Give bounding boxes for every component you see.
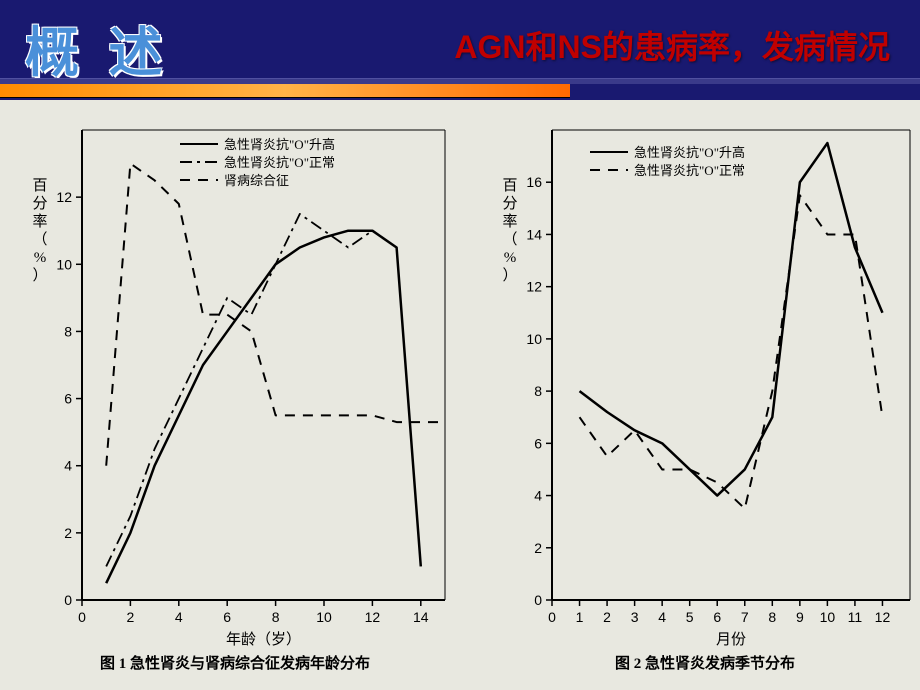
svg-text:4: 4 [64,458,72,474]
svg-text:12: 12 [875,609,891,625]
svg-text:14: 14 [413,609,429,625]
svg-text:10: 10 [316,609,332,625]
svg-text:7: 7 [741,609,749,625]
svg-text:0: 0 [78,609,86,625]
chart-2-box: 01234567891011120246810121416百分率（%）月份急性肾… [470,100,920,690]
svg-text:8: 8 [64,323,72,339]
svg-text:率: 率 [32,213,47,230]
svg-text:（: （ [32,231,47,248]
chart-1-svg: 0 2 4 6 8 10 12 14 0 2 4 6 8 10 12 百分率（%） 年龄（岁） 急性肾炎抗"O"升… [10,110,460,680]
svg-text:4: 4 [175,609,183,625]
svg-text:0: 0 [64,592,72,608]
svg-text:年龄（岁）: 年龄（岁） [226,631,301,648]
svg-text:（: （ [502,231,517,248]
svg-text:10: 10 [820,609,836,625]
svg-text:5: 5 [686,609,694,625]
svg-text:3: 3 [631,609,639,625]
svg-text:2: 2 [127,609,135,625]
svg-text:6: 6 [713,609,721,625]
svg-text:6: 6 [64,391,72,407]
svg-text:百: 百 [502,178,517,194]
svg-text:月份: 月份 [716,631,746,648]
svg-text:2: 2 [534,540,542,556]
slide-header: 概 述 AGN和NS的患病率，发病情况 [0,0,920,100]
svg-text:急性肾炎抗"O"升高: 急性肾炎抗"O"升高 [224,137,335,152]
svg-text:2: 2 [64,525,72,541]
svg-text:分: 分 [32,195,47,212]
svg-text:图 1 急性肾炎与肾病综合征发病年龄分布: 图 1 急性肾炎与肾病综合征发病年龄分布 [100,654,370,672]
svg-text:10: 10 [56,256,72,272]
svg-text:4: 4 [534,488,542,504]
svg-text:6: 6 [223,609,231,625]
svg-text:肾病综合征: 肾病综合征 [224,173,289,188]
title-chinese: 概 述 [25,8,171,87]
subtitle-text: AGN和NS的患病率，发病情况 [454,22,890,68]
svg-text:4: 4 [658,609,666,625]
svg-text:12: 12 [365,609,381,625]
svg-text:2: 2 [603,609,611,625]
svg-text:1: 1 [576,609,584,625]
svg-text:14: 14 [526,226,542,242]
svg-text:急性肾炎抗"O"正常: 急性肾炎抗"O"正常 [224,155,335,170]
svg-text:率: 率 [502,213,517,230]
svg-text:8: 8 [534,383,542,399]
chart-1-box: 0 2 4 6 8 10 12 14 0 2 4 6 8 10 12 百分率（%） 年龄（岁） 急性肾炎抗"O"升… [0,100,470,690]
svg-text:8: 8 [272,609,280,625]
svg-text:10: 10 [526,331,542,347]
divider-rules [0,78,920,98]
svg-text:图 2 急性肾炎发病季节分布: 图 2 急性肾炎发病季节分布 [615,654,795,672]
svg-text:6: 6 [534,435,542,451]
charts-container: 02468101214024681012百分率（%）年龄（岁）急性肾炎抗"O"升… [0,100,920,690]
chart-2-svg: 01234567891011120246810121416百分率（%）月份急性肾… [480,110,920,680]
svg-text:0: 0 [548,609,556,625]
svg-text:）: ） [32,267,47,284]
svg-text:急性肾炎抗"O"升高: 急性肾炎抗"O"升高 [634,145,745,160]
svg-text:%: % [504,250,517,266]
svg-text:%: % [34,250,47,266]
svg-text:百: 百 [32,178,47,194]
svg-text:9: 9 [796,609,804,625]
svg-text:）: ） [502,267,517,284]
svg-text:0: 0 [534,592,542,608]
svg-text:分: 分 [502,195,517,212]
svg-text:8: 8 [768,609,776,625]
svg-text:12: 12 [56,189,72,205]
svg-text:12: 12 [526,279,542,295]
svg-text:急性肾炎抗"O"正常: 急性肾炎抗"O"正常 [634,163,745,178]
svg-text:16: 16 [526,174,542,190]
svg-text:11: 11 [848,609,863,625]
